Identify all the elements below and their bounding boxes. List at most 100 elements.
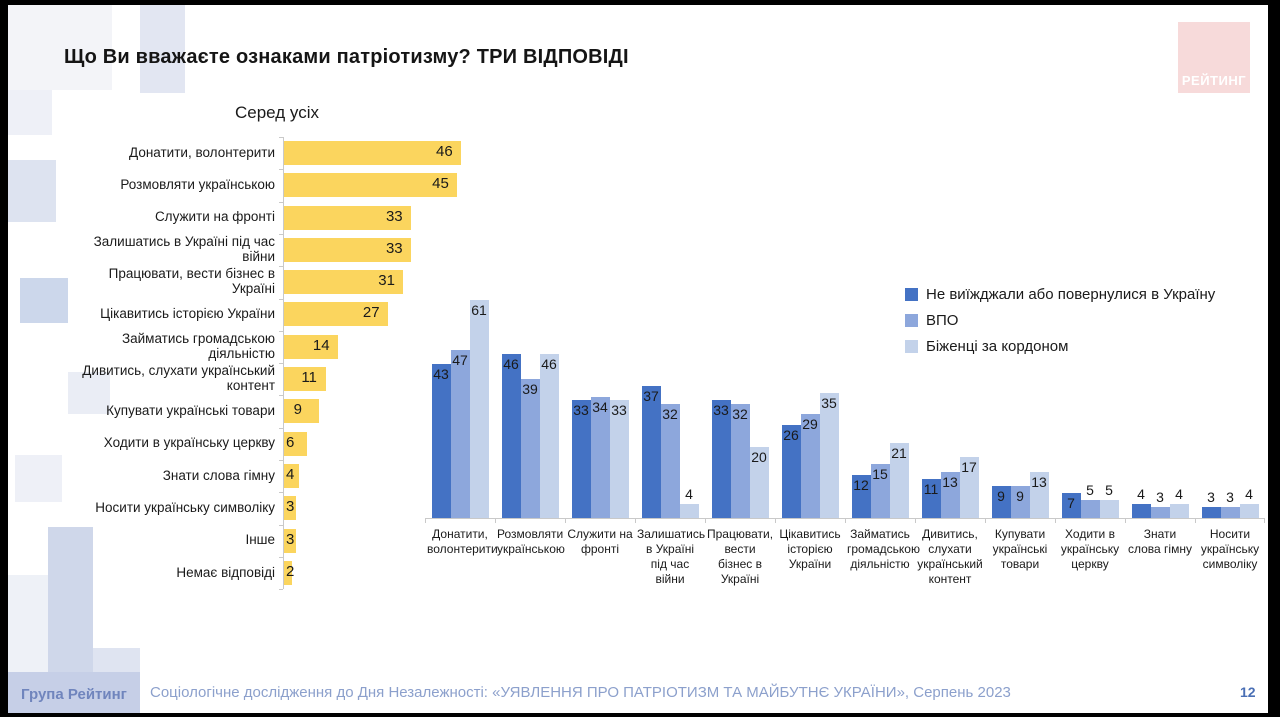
grouped-bar bbox=[1239, 503, 1259, 518]
left-chart-row: Працювати, вести бізнес в Україні 31 bbox=[64, 266, 484, 298]
grouped-bar bbox=[1080, 500, 1100, 518]
left-bar bbox=[284, 399, 319, 424]
grouped-bar-value: 3 bbox=[1207, 489, 1215, 506]
decor-square bbox=[15, 455, 62, 502]
grouped-bar bbox=[1150, 507, 1170, 518]
right-chart-xlabels: Донатити, волонтерити Розмовляти українсь… bbox=[425, 527, 1265, 587]
left-bar-value: 27 bbox=[362, 304, 380, 322]
left-category-label: Носити українську символіку bbox=[95, 499, 275, 515]
right-chart-axis-tick bbox=[705, 519, 706, 523]
left-category-label: Знати слова гімну bbox=[162, 467, 275, 483]
grouped-bar-value: 33 bbox=[573, 402, 589, 419]
grouped-bar bbox=[889, 442, 909, 518]
footer-source: Соціологічне дослідження до Дня Незалежн… bbox=[150, 684, 1011, 701]
left-bar-wrap: 14 bbox=[283, 331, 484, 363]
legend-item: Не виїжджали або повернулися в Україну bbox=[905, 286, 1215, 303]
left-bar-value: 9 bbox=[293, 401, 302, 419]
right-category-label: Донатити, волонтерити bbox=[427, 527, 498, 556]
left-bar-wrap: 33 bbox=[283, 234, 484, 266]
left-bar-value: 14 bbox=[312, 336, 330, 354]
grouped-bar-value: 61 bbox=[471, 302, 487, 318]
rating-logo-text: РЕЙТИНГ bbox=[1181, 73, 1247, 88]
left-category-label: Розмовляти українською bbox=[120, 177, 275, 193]
decor-square bbox=[93, 648, 140, 672]
grouped-bar-value: 15 bbox=[872, 466, 888, 483]
left-bar-wrap: 33 bbox=[283, 202, 484, 234]
grouped-bar bbox=[520, 378, 540, 518]
grouped-bar bbox=[1061, 492, 1081, 518]
left-chart-axis-tick bbox=[279, 557, 283, 558]
left-bar-wrap: 6 bbox=[283, 428, 484, 460]
decor-square bbox=[68, 372, 110, 414]
left-chart-row: Служити на фронті 33 bbox=[64, 202, 484, 234]
left-bar-wrap: 9 bbox=[283, 395, 484, 427]
grouped-bar bbox=[609, 400, 629, 518]
left-chart-row: Цікавитись історією України 27 bbox=[64, 298, 484, 330]
right-chart-axis-tick bbox=[1125, 519, 1126, 523]
right-category-label: Розмовляти українською bbox=[497, 527, 565, 556]
left-bar-wrap: 3 bbox=[283, 525, 484, 557]
legend-label: Не виїжджали або повернулися в Україну bbox=[926, 286, 1216, 303]
left-chart-row: Розмовляти українською 45 bbox=[64, 169, 484, 201]
grouped-bar bbox=[959, 457, 979, 518]
right-category-label: Купувати українські товари bbox=[992, 527, 1048, 571]
grouped-bar-value: 46 bbox=[541, 355, 557, 372]
left-bar-wrap: 46 bbox=[283, 137, 484, 169]
left-category-label: Ходити в українську церкву bbox=[103, 435, 275, 451]
left-bar-value: 2 bbox=[286, 562, 295, 580]
decor-square bbox=[48, 527, 93, 672]
left-chart-row: Займатись громадською діяльністю 14 bbox=[64, 331, 484, 363]
left-chart-axis-tick bbox=[279, 395, 283, 396]
grouped-bar-value: 9 bbox=[1016, 487, 1024, 504]
grouped-bar bbox=[1220, 507, 1240, 518]
grouped-bar-value: 21 bbox=[891, 444, 907, 461]
frame-edge-bottom bbox=[0, 713, 1280, 717]
grouped-bar bbox=[781, 425, 801, 518]
left-bar-value: 46 bbox=[436, 143, 453, 160]
legend-marker bbox=[905, 314, 918, 327]
left-bar bbox=[284, 237, 411, 262]
left-chart-rows: Донатити, волонтерити 46 Розмовляти україн… bbox=[64, 137, 484, 590]
grouped-bar bbox=[501, 353, 521, 518]
footer-brand-block: Група Рейтинг bbox=[8, 672, 140, 717]
grouped-bar bbox=[1010, 485, 1030, 518]
left-chart: Серед усіх Донатити, волонтерити 46 Розмов… bbox=[64, 103, 484, 590]
left-bar-wrap: 45 bbox=[283, 169, 484, 201]
grouped-bar bbox=[450, 350, 470, 518]
grouped-bar-value: 5 bbox=[1086, 482, 1094, 499]
left-chart-axis-tick bbox=[279, 363, 283, 364]
grouped-bar bbox=[1169, 503, 1189, 518]
left-category-label: Займатись громадською діяльністю bbox=[121, 331, 275, 361]
grouped-bar-value: 26 bbox=[783, 427, 799, 444]
grouped-bar bbox=[571, 400, 591, 518]
left-bar-wrap: 2 bbox=[283, 557, 484, 589]
grouped-bar bbox=[1131, 503, 1151, 518]
grouped-bar-value: 37 bbox=[643, 387, 659, 404]
grouped-bar-value: 7 bbox=[1067, 494, 1075, 511]
grouped-bar-value: 4 bbox=[1175, 485, 1183, 502]
grouped-bar bbox=[590, 396, 610, 518]
legend-item: Біженці за кордоном bbox=[905, 338, 1215, 355]
grouped-bar-value: 5 bbox=[1105, 482, 1113, 499]
grouped-bar-value: 9 bbox=[997, 487, 1005, 504]
left-bar bbox=[284, 141, 461, 165]
grouped-bar bbox=[469, 300, 489, 518]
left-bar-value: 33 bbox=[385, 239, 403, 257]
left-bar bbox=[284, 270, 404, 295]
left-bar bbox=[284, 173, 458, 198]
left-chart-axis-tick bbox=[279, 492, 283, 493]
grouped-bar-value: 4 bbox=[685, 485, 693, 502]
right-chart-axis-tick bbox=[985, 519, 986, 523]
left-bar-value: 4 bbox=[286, 465, 295, 483]
left-bar-value: 3 bbox=[286, 498, 295, 516]
grouped-bar-value: 13 bbox=[942, 473, 958, 490]
left-chart-row: Знати слова гімну 4 bbox=[64, 460, 484, 492]
legend: Не виїжджали або повернулися в Україну ВП… bbox=[905, 286, 1215, 364]
grouped-bar-value: 39 bbox=[522, 380, 538, 397]
left-bar-wrap: 4 bbox=[283, 460, 484, 492]
left-chart-axis-tick bbox=[279, 331, 283, 332]
grouped-bar-value: 32 bbox=[732, 405, 748, 422]
right-chart-plot: 43 47 61 46 39 46 33 34 33 37 32 4 33 32 20 26 29 35 12 15 2… bbox=[425, 280, 1265, 523]
decor-square bbox=[8, 90, 52, 135]
